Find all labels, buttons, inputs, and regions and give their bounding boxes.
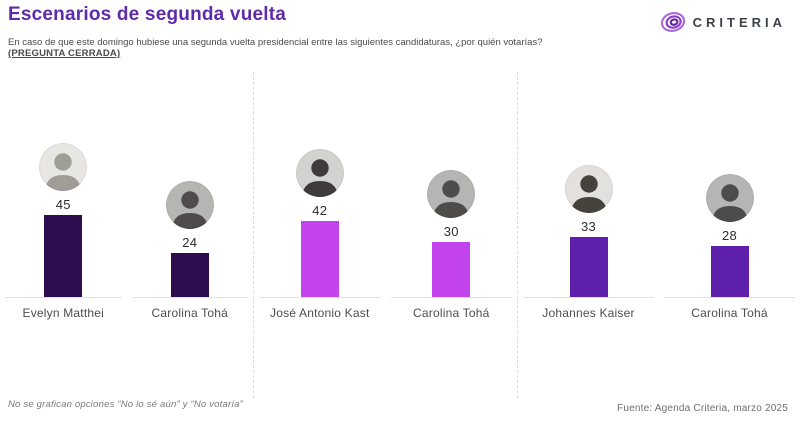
result-bar <box>170 253 209 297</box>
page-title: Escenarios de segunda vuelta <box>8 4 287 25</box>
result-bar <box>569 237 608 297</box>
result-bar <box>44 215 83 297</box>
candidate-bar-stack: 30 <box>386 72 518 297</box>
axis-baseline <box>523 297 654 298</box>
candidate-bar-stack: 28 <box>659 72 800 297</box>
candidate-avatar <box>39 143 88 191</box>
candidate-bar-stack: 45 <box>0 72 127 297</box>
candidate-bar-stack: 24 <box>127 72 254 297</box>
bar-value-label: 24 <box>182 235 198 250</box>
candidate-name-label: Carolina Tohá <box>413 306 490 320</box>
candidate-name-label: Johannes Kaiser <box>542 306 635 320</box>
bar-value-label: 42 <box>312 203 328 218</box>
runoff-scenarios-chart: 45 Evelyn Matthei 24 Carolina Tohá 42 Jo… <box>0 72 800 398</box>
candidate-column: 42 José Antonio Kast <box>254 72 386 398</box>
bar-value-label: 33 <box>580 219 597 234</box>
axis-baseline <box>5 297 122 298</box>
candidate-name-label: Evelyn Matthei <box>22 306 104 320</box>
question-type-note: (PREGUNTA CERRADA) <box>8 48 121 59</box>
criteria-logo: CRITERIA <box>659 10 786 34</box>
survey-question: En caso de que este domingo hubiese una … <box>8 37 543 48</box>
bar-value-label: 28 <box>721 228 738 243</box>
result-bar <box>300 221 339 297</box>
scenario-panel: 33 Johannes Kaiser 28 Carolina Tohá <box>517 72 800 398</box>
candidate-column: 33 Johannes Kaiser <box>518 72 659 398</box>
candidate-name-label: Carolina Tohá <box>151 306 228 320</box>
result-bar <box>432 242 471 297</box>
header: Escenarios de segunda vuelta En caso de … <box>0 0 800 72</box>
candidate-column: 24 Carolina Tohá <box>127 72 254 398</box>
candidate-avatar <box>295 149 344 197</box>
axis-baseline <box>390 297 512 298</box>
candidate-avatar <box>705 174 754 222</box>
candidate-name-label: Carolina Tohá <box>691 306 768 320</box>
candidate-avatar <box>564 165 613 213</box>
candidate-column: 30 Carolina Tohá <box>386 72 518 398</box>
candidate-avatar <box>427 170 476 218</box>
candidate-column: 45 Evelyn Matthei <box>0 72 127 398</box>
scenario-panel: 45 Evelyn Matthei 24 Carolina Tohá <box>0 72 253 398</box>
chart-footnote: No se grafican opciones “No lo sé aún” y… <box>8 399 244 410</box>
bar-value-label: 45 <box>55 197 71 212</box>
chart-source: Fuente: Agenda Criteria, marzo 2025 <box>617 403 788 414</box>
candidate-column: 28 Carolina Tohá <box>659 72 800 398</box>
result-bar <box>710 246 749 297</box>
logo-wordmark: CRITERIA <box>692 14 786 30</box>
bar-value-label: 30 <box>443 224 459 239</box>
candidate-avatar <box>165 181 214 229</box>
axis-baseline <box>664 297 795 298</box>
candidate-bar-stack: 42 <box>254 72 386 297</box>
candidate-bar-stack: 33 <box>518 72 659 297</box>
scenario-panel: 42 José Antonio Kast 30 Carolina Tohá <box>253 72 517 398</box>
axis-baseline <box>259 297 381 298</box>
concentric-rings-icon <box>659 10 687 34</box>
axis-baseline <box>131 297 248 298</box>
candidate-name-label: José Antonio Kast <box>270 306 370 320</box>
